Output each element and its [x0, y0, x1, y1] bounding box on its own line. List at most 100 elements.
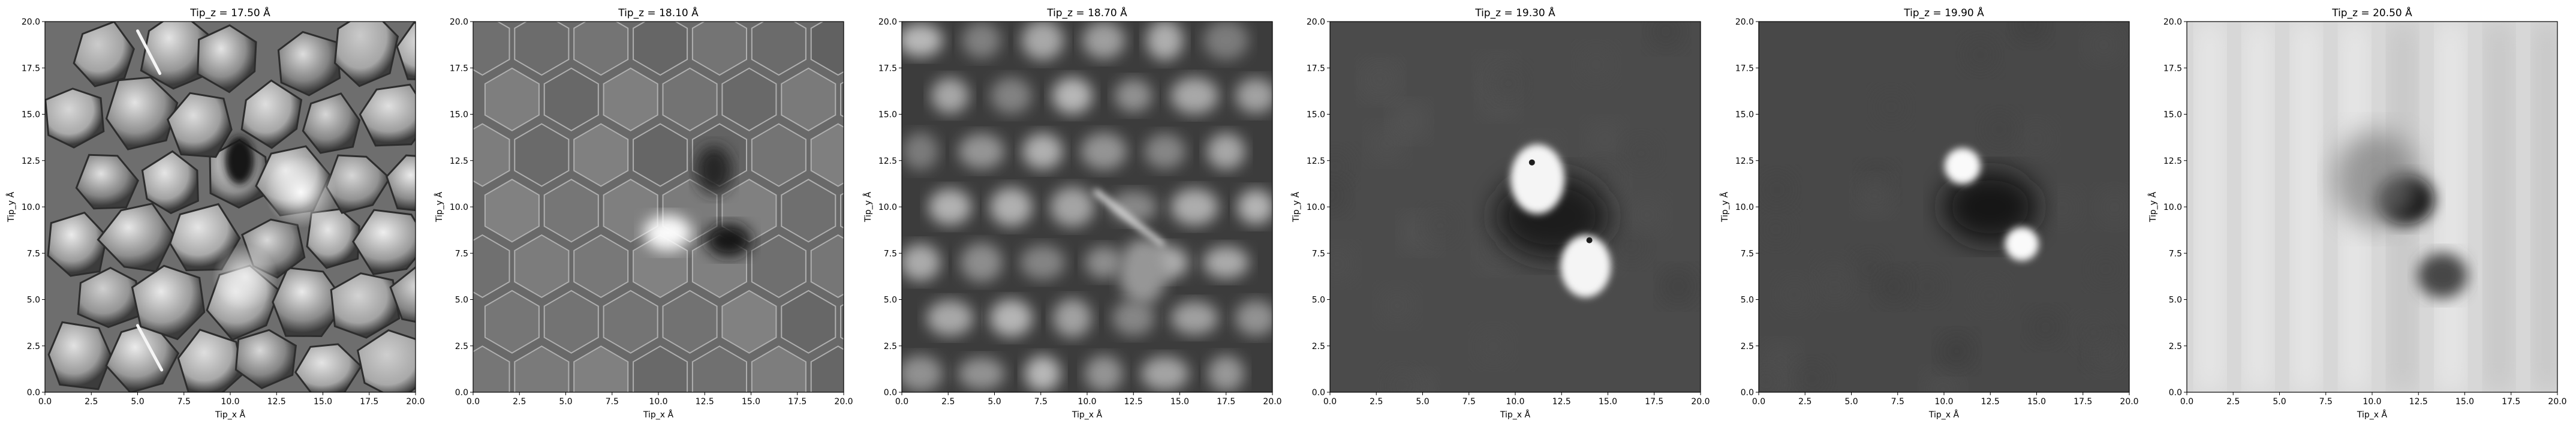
x-tick-label: 17.5	[2074, 397, 2092, 407]
y-tick-label: 15.0	[1735, 110, 1754, 120]
x-tick-label: 20.0	[1691, 397, 1710, 407]
y-tick-label: 17.5	[1307, 64, 1325, 73]
y-axis-label: Tip_y Å	[1720, 191, 1730, 222]
x-tick-label: 17.5	[788, 397, 806, 407]
x-tick-label: 12.5	[696, 397, 714, 407]
x-tick-label: 17.5	[1645, 397, 1663, 407]
y-tick-label: 0.0	[27, 388, 40, 398]
panel-title: Tip_z = 19.30 Å	[1474, 6, 1555, 19]
x-tick-label: 2.5	[1798, 397, 1811, 407]
x-tick-label: 10.0	[221, 397, 239, 407]
y-tick-label: 7.5	[2169, 249, 2182, 258]
y-axis-label: Tip_y Å	[1291, 191, 1301, 222]
y-tick-label: 15.0	[22, 110, 40, 120]
y-tick-label: 15.0	[2163, 110, 2182, 120]
y-tick-label: 7.5	[455, 249, 468, 258]
x-tick-label: 7.5	[2319, 397, 2333, 407]
y-tick-label: 20.0	[22, 17, 40, 27]
y-tick-label: 12.5	[450, 157, 468, 166]
panel-title: Tip_z = 19.90 Å	[1903, 6, 1984, 19]
y-tick-label: 20.0	[878, 17, 897, 27]
y-tick-label: 17.5	[2163, 64, 2182, 73]
x-tick-label: 2.5	[2226, 397, 2240, 407]
x-tick-label: 10.0	[649, 397, 667, 407]
y-tick-label: 5.0	[455, 296, 468, 305]
y-tick-label: 10.0	[2163, 203, 2182, 212]
heatmap-panel-5: Tip_z = 19.90 Å 0.0 2.5 5.0 7.5 10.0 12.5 15.0 1…	[1720, 6, 2139, 420]
x-tick-label: 10.0	[2363, 397, 2381, 407]
x-tick-label: 0.0	[895, 397, 908, 407]
x-tick-label: 15.0	[1599, 397, 1617, 407]
y-axis-label: Tip_y Å	[6, 191, 16, 222]
x-tick-label: 0.0	[467, 397, 480, 407]
y-tick-label: 2.5	[1741, 342, 1754, 351]
x-tick-label: 15.0	[2027, 397, 2046, 407]
y-tick-label: 12.5	[2163, 157, 2182, 166]
y-tick-label: 15.0	[878, 110, 897, 120]
x-tick-label: 20.0	[2120, 397, 2138, 407]
heatmap-image	[1330, 22, 1701, 392]
y-tick-label: 2.5	[2169, 342, 2182, 351]
heatmap-panel-2: Tip_z = 18.10 Å 0.0 2.5 5.0 7.5 10.0 12.5 15.0 1…	[434, 6, 853, 420]
heatmap-panel-1: Tip_z = 17.50 Å 0.0 2.5 5.0 7.5 10.0 12.5 15.0 1…	[6, 6, 425, 420]
x-axis-label: Tip_x Å	[1072, 410, 1103, 420]
x-tick-label: 12.5	[1124, 397, 1143, 407]
x-tick-label: 0.0	[1323, 397, 1337, 407]
x-tick-label: 0.0	[38, 397, 52, 407]
x-tick-label: 15.0	[1170, 397, 1189, 407]
y-tick-label: 10.0	[1307, 203, 1325, 212]
x-axis-label: Tip_x Å	[1500, 410, 1531, 420]
x-tick-label: 0.0	[2180, 397, 2193, 407]
x-tick-label: 15.0	[742, 397, 760, 407]
y-tick-label: 5.0	[1312, 296, 1325, 305]
y-tick-label: 17.5	[450, 64, 468, 73]
x-tick-label: 12.5	[2409, 397, 2428, 407]
y-tick-label: 7.5	[1312, 249, 1325, 258]
y-tick-label: 12.5	[878, 157, 897, 166]
x-tick-label: 7.5	[1891, 397, 1904, 407]
y-tick-label: 15.0	[1307, 110, 1325, 120]
y-axis-label: Tip_y Å	[434, 191, 444, 222]
y-tick-label: 12.5	[22, 157, 40, 166]
x-tick-label: 10.0	[1934, 397, 1953, 407]
y-tick-label: 2.5	[27, 342, 40, 351]
x-tick-label: 5.0	[1416, 397, 1429, 407]
heatmap-image	[1759, 22, 2129, 392]
y-tick-label: 0.0	[1741, 388, 1754, 398]
x-tick-label: 7.5	[1034, 397, 1048, 407]
x-tick-label: 5.0	[131, 397, 144, 407]
x-tick-label: 10.0	[1506, 397, 1524, 407]
x-tick-label: 12.5	[1552, 397, 1571, 407]
y-tick-label: 2.5	[884, 342, 897, 351]
x-tick-label: 5.0	[988, 397, 1001, 407]
y-tick-label: 5.0	[2169, 296, 2182, 305]
y-axis-label: Tip_y Å	[2148, 191, 2158, 222]
y-tick-label: 5.0	[884, 296, 897, 305]
y-tick-label: 0.0	[2169, 388, 2182, 398]
y-tick-label: 0.0	[455, 388, 468, 398]
y-tick-label: 10.0	[450, 203, 468, 212]
x-tick-label: 20.0	[1263, 397, 1281, 407]
x-tick-label: 5.0	[1844, 397, 1858, 407]
x-tick-label: 0.0	[1752, 397, 1765, 407]
x-tick-label: 12.5	[267, 397, 286, 407]
x-tick-label: 17.5	[360, 397, 378, 407]
x-tick-label: 7.5	[606, 397, 619, 407]
heatmap-image	[473, 22, 844, 392]
y-tick-label: 17.5	[1735, 64, 1754, 73]
x-tick-label: 17.5	[1217, 397, 1235, 407]
y-tick-label: 12.5	[1735, 157, 1754, 166]
x-axis-label: Tip_x Å	[2357, 410, 2388, 420]
x-tick-label: 10.0	[1078, 397, 1096, 407]
panel-title: Tip_z = 18.70 Å	[1046, 6, 1127, 19]
x-tick-label: 2.5	[513, 397, 526, 407]
x-tick-label: 20.0	[2548, 397, 2566, 407]
heatmap-panel-4: Tip_z = 19.30 Å 0.0 2.5 5.0 7.5 10.0 12.5 15.0 1…	[1291, 6, 1710, 420]
x-axis-label: Tip_x Å	[1928, 410, 1960, 420]
panel-title: Tip_z = 17.50 Å	[189, 6, 270, 19]
y-axis-label: Tip_y Å	[863, 191, 873, 222]
y-tick-label: 17.5	[878, 64, 897, 73]
x-tick-label: 7.5	[1462, 397, 1476, 407]
x-tick-label: 5.0	[559, 397, 572, 407]
